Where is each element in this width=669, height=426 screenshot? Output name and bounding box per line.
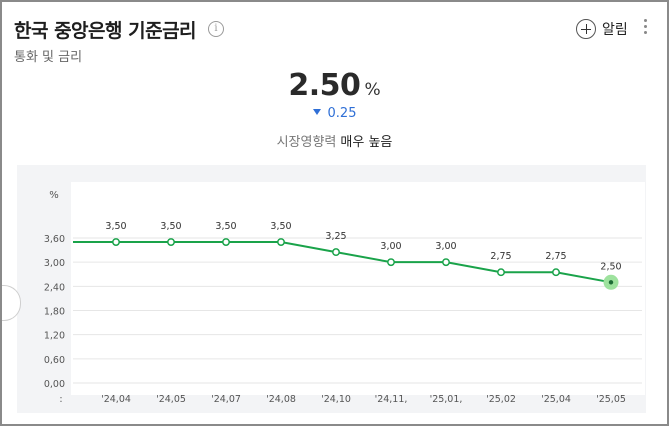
data-label: 2,50 <box>600 261 621 272</box>
x-tick-label: '24,08 <box>266 394 296 405</box>
x-tick-label: '24,05 <box>156 394 186 405</box>
x-tick-label: '25,05 <box>596 394 626 405</box>
plus-circle-icon <box>576 19 596 39</box>
x-tick-label: '24,10 <box>321 394 351 405</box>
x-tick-label: '25,04 <box>541 394 571 405</box>
info-icon[interactable]: i <box>208 21 224 37</box>
current-rate-value: 2.50 <box>288 68 361 103</box>
y-axis-unit: % <box>49 190 59 201</box>
data-label: 3,50 <box>215 221 236 232</box>
x-tick-label: '25,02 <box>486 394 516 405</box>
impact-label: 시장영향력 <box>276 135 337 150</box>
card-subtitle: 통화 및 금리 <box>14 50 83 65</box>
impact-value: 매우 높음 <box>340 135 393 150</box>
x-tick-label: '24,11, <box>375 394 408 405</box>
data-label: 3,50 <box>270 221 291 232</box>
more-options-icon[interactable] <box>642 19 648 37</box>
y-tick-label: 3,60 <box>44 234 65 245</box>
down-arrow-icon <box>312 109 321 115</box>
x-tick-label: '24,07 <box>211 394 241 405</box>
data-point <box>167 238 175 246</box>
market-impact: 시장영향력 매우 높음 <box>2 131 667 150</box>
data-point <box>222 238 230 246</box>
rate-change: 0.25 <box>2 106 667 121</box>
data-point <box>277 238 285 246</box>
data-point <box>332 248 340 257</box>
y-tick-label: 1,80 <box>44 307 65 318</box>
data-point <box>497 268 505 277</box>
y-tick-label: 0,60 <box>44 355 65 366</box>
data-point <box>608 280 614 285</box>
data-label: 3,00 <box>380 241 401 252</box>
data-point <box>552 268 560 277</box>
data-point <box>112 238 120 246</box>
x-tick-label: '24,04 <box>101 394 131 405</box>
alert-label: 알림 <box>602 22 628 38</box>
card-title: 한국 중앙은행 기준금리 <box>14 20 197 42</box>
rate-unit: % <box>364 80 381 100</box>
chart-plot-area <box>71 182 645 395</box>
x-tick-label: : <box>59 394 62 405</box>
y-tick-label: 2,40 <box>44 282 65 293</box>
data-label: 3,50 <box>105 221 126 232</box>
data-label: 3,25 <box>325 231 346 242</box>
y-tick-label: 0,00 <box>44 379 65 390</box>
data-label: 3,00 <box>435 241 456 252</box>
rate-change-value: 0.25 <box>327 106 357 121</box>
x-tick-label: '25,01, <box>430 394 463 405</box>
add-alert-button[interactable]: 알림 <box>576 17 628 41</box>
data-point <box>387 258 395 267</box>
data-label: 2,75 <box>490 251 511 262</box>
y-tick-label: 1,20 <box>44 331 65 342</box>
data-label: 3,50 <box>160 221 181 232</box>
data-label: 2,75 <box>545 251 566 262</box>
data-point <box>442 258 450 267</box>
current-value-row: 2.50% <box>2 68 667 103</box>
y-tick-label: 3,00 <box>44 258 65 269</box>
